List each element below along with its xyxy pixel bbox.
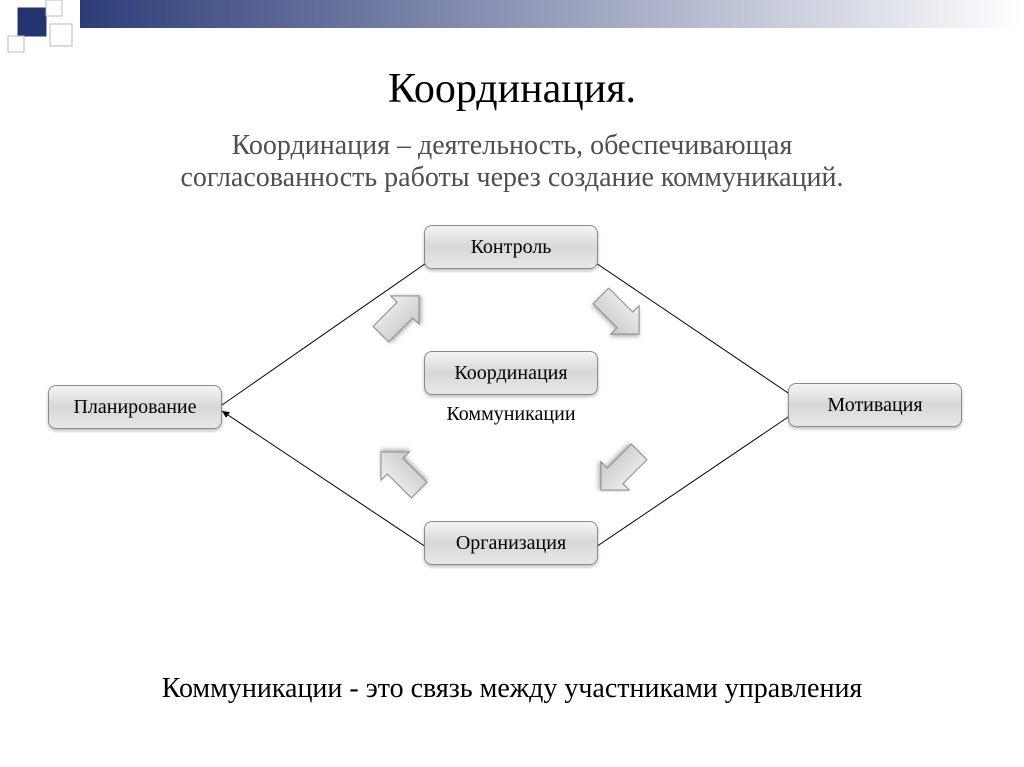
node-motiv: Мотивация [788, 383, 962, 427]
slide-footer: Коммуникации - это связь между участника… [0, 673, 1024, 705]
corner-decoration [0, 0, 90, 70]
diagram-area: Контроль Координация Планирование Мотивация… [0, 215, 1024, 615]
node-planning: Планирование [48, 385, 222, 429]
label-comm: Коммуникации [424, 403, 598, 426]
top-gradient-bar [80, 0, 1024, 28]
subtitle-line2: согласованность работы через создание ко… [180, 162, 843, 193]
slide: Координация. Координация – деятельность,… [0, 0, 1024, 767]
subtitle-line1: Координация – деятельность, обеспечивающ… [232, 130, 793, 161]
slide-subtitle: Координация – деятельность, обеспечивающ… [0, 130, 1024, 194]
node-control: Контроль [424, 225, 598, 269]
node-coord: Координация [424, 351, 598, 395]
node-org: Организация [424, 521, 598, 565]
slide-title: Координация. [0, 65, 1024, 113]
